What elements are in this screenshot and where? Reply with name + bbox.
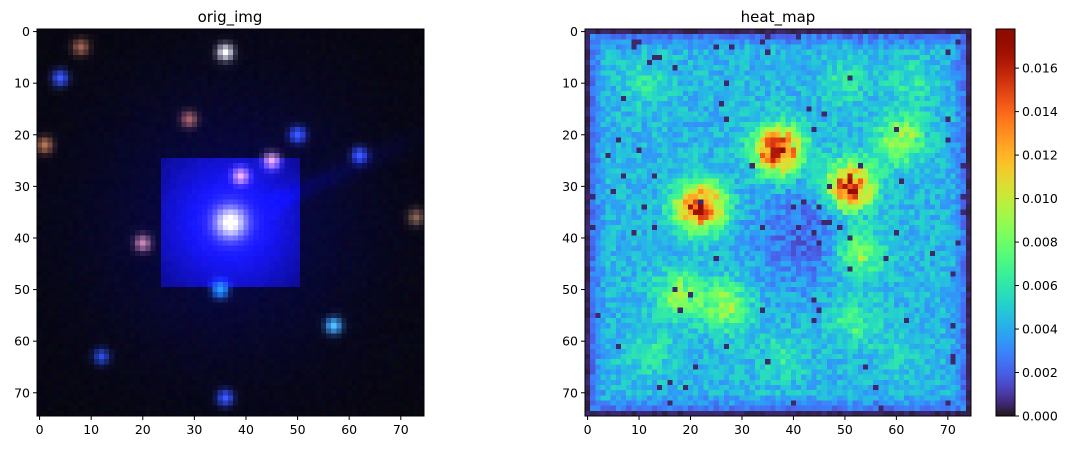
heat-map-frame bbox=[584, 28, 972, 417]
orig-img-xtick-label: 70 bbox=[393, 422, 409, 437]
heat-map-xtick-label: 20 bbox=[683, 422, 699, 437]
orig-img-xtick-label: 20 bbox=[135, 422, 151, 437]
colorbar: 0.000 0.002 0.004 0.006 0.008 0.010 0.012 0.014… bbox=[995, 28, 1058, 424]
heat-map-ytick-label: 70 bbox=[562, 385, 578, 400]
orig-img-xtick-label: 60 bbox=[341, 422, 357, 437]
heat-map-ytick-label: 30 bbox=[562, 179, 578, 194]
heat-map-ytick-label: 40 bbox=[562, 230, 578, 245]
colorbar-tick-label: 0.014 bbox=[1022, 104, 1058, 119]
colorbar-tick-label: 0.002 bbox=[1022, 365, 1058, 380]
colorbar-tick-label: 0.000 bbox=[1022, 409, 1058, 424]
heat-map-ytick-label: 50 bbox=[562, 282, 578, 297]
orig-img-xtick-label: 40 bbox=[238, 422, 254, 437]
heat-map-xtick-label: 30 bbox=[734, 422, 750, 437]
orig-img-ytick-label: 60 bbox=[14, 334, 30, 349]
colorbar-tick-label: 0.004 bbox=[1022, 322, 1058, 337]
orig-img-raster bbox=[37, 29, 424, 416]
orig-img-ytick-label: 40 bbox=[14, 230, 30, 245]
heat-map-xtick-label: 60 bbox=[888, 422, 904, 437]
orig-img-xtick-label: 10 bbox=[83, 422, 99, 437]
orig-img-ytick-label: 10 bbox=[14, 76, 30, 91]
heat-map-ytick-label: 0 bbox=[570, 24, 578, 39]
orig-img-ytick-label: 20 bbox=[14, 127, 30, 142]
heat-map-image bbox=[585, 29, 971, 416]
colorbar-tick-label: 0.016 bbox=[1022, 61, 1058, 76]
heat-map-xtick-label: 0 bbox=[584, 422, 592, 437]
orig-img-panel: orig_img 0 10 20 30 40 50 60 70 0 10 20 30 40 50 60 70 bbox=[14, 8, 425, 437]
heat-map-xtick-label: 50 bbox=[837, 422, 853, 437]
orig-img-ytick-label: 30 bbox=[14, 179, 30, 194]
heat-map-axes: 0 10 20 30 40 50 60 70 0 10 20 30 40 50 60 70 bbox=[562, 24, 972, 437]
colorbar-frame bbox=[995, 28, 1016, 417]
heat-map-ytick-label: 20 bbox=[562, 127, 578, 142]
orig-img-title: orig_img bbox=[198, 8, 263, 27]
orig-img-image bbox=[37, 29, 424, 416]
heat-map-ytick-label: 60 bbox=[562, 334, 578, 349]
orig-img-axes: 0 10 20 30 40 50 60 70 0 10 20 30 40 50 60 70 bbox=[14, 24, 425, 437]
orig-img-xtick-label: 50 bbox=[290, 422, 306, 437]
colorbar-tick-label: 0.006 bbox=[1022, 278, 1058, 293]
orig-img-ytick-label: 50 bbox=[14, 282, 30, 297]
orig-img-ytick-label: 0 bbox=[22, 24, 30, 39]
orig-img-ytick-label: 70 bbox=[14, 385, 30, 400]
colorbar-tick-label: 0.010 bbox=[1022, 191, 1058, 206]
heat-map-panel: heat_map 0 10 20 30 40 50 60 70 0 10 20 30 40 50 60 70 bbox=[562, 8, 972, 437]
heat-map-xtick-label: 70 bbox=[940, 422, 956, 437]
heat-map-xtick-label: 40 bbox=[785, 422, 801, 437]
colorbar-gradient bbox=[996, 29, 1015, 416]
orig-img-xtick-label: 30 bbox=[186, 422, 202, 437]
orig-img-xtick-label: 0 bbox=[36, 422, 44, 437]
heat-map-raster bbox=[585, 29, 971, 416]
colorbar-tick-label: 0.008 bbox=[1022, 235, 1058, 250]
heat-map-title: heat_map bbox=[741, 8, 816, 27]
orig-img-frame bbox=[36, 28, 425, 417]
colorbar-tick-label: 0.012 bbox=[1022, 148, 1058, 163]
heat-map-ytick-label: 10 bbox=[562, 76, 578, 91]
heat-map-xtick-label: 10 bbox=[631, 422, 647, 437]
